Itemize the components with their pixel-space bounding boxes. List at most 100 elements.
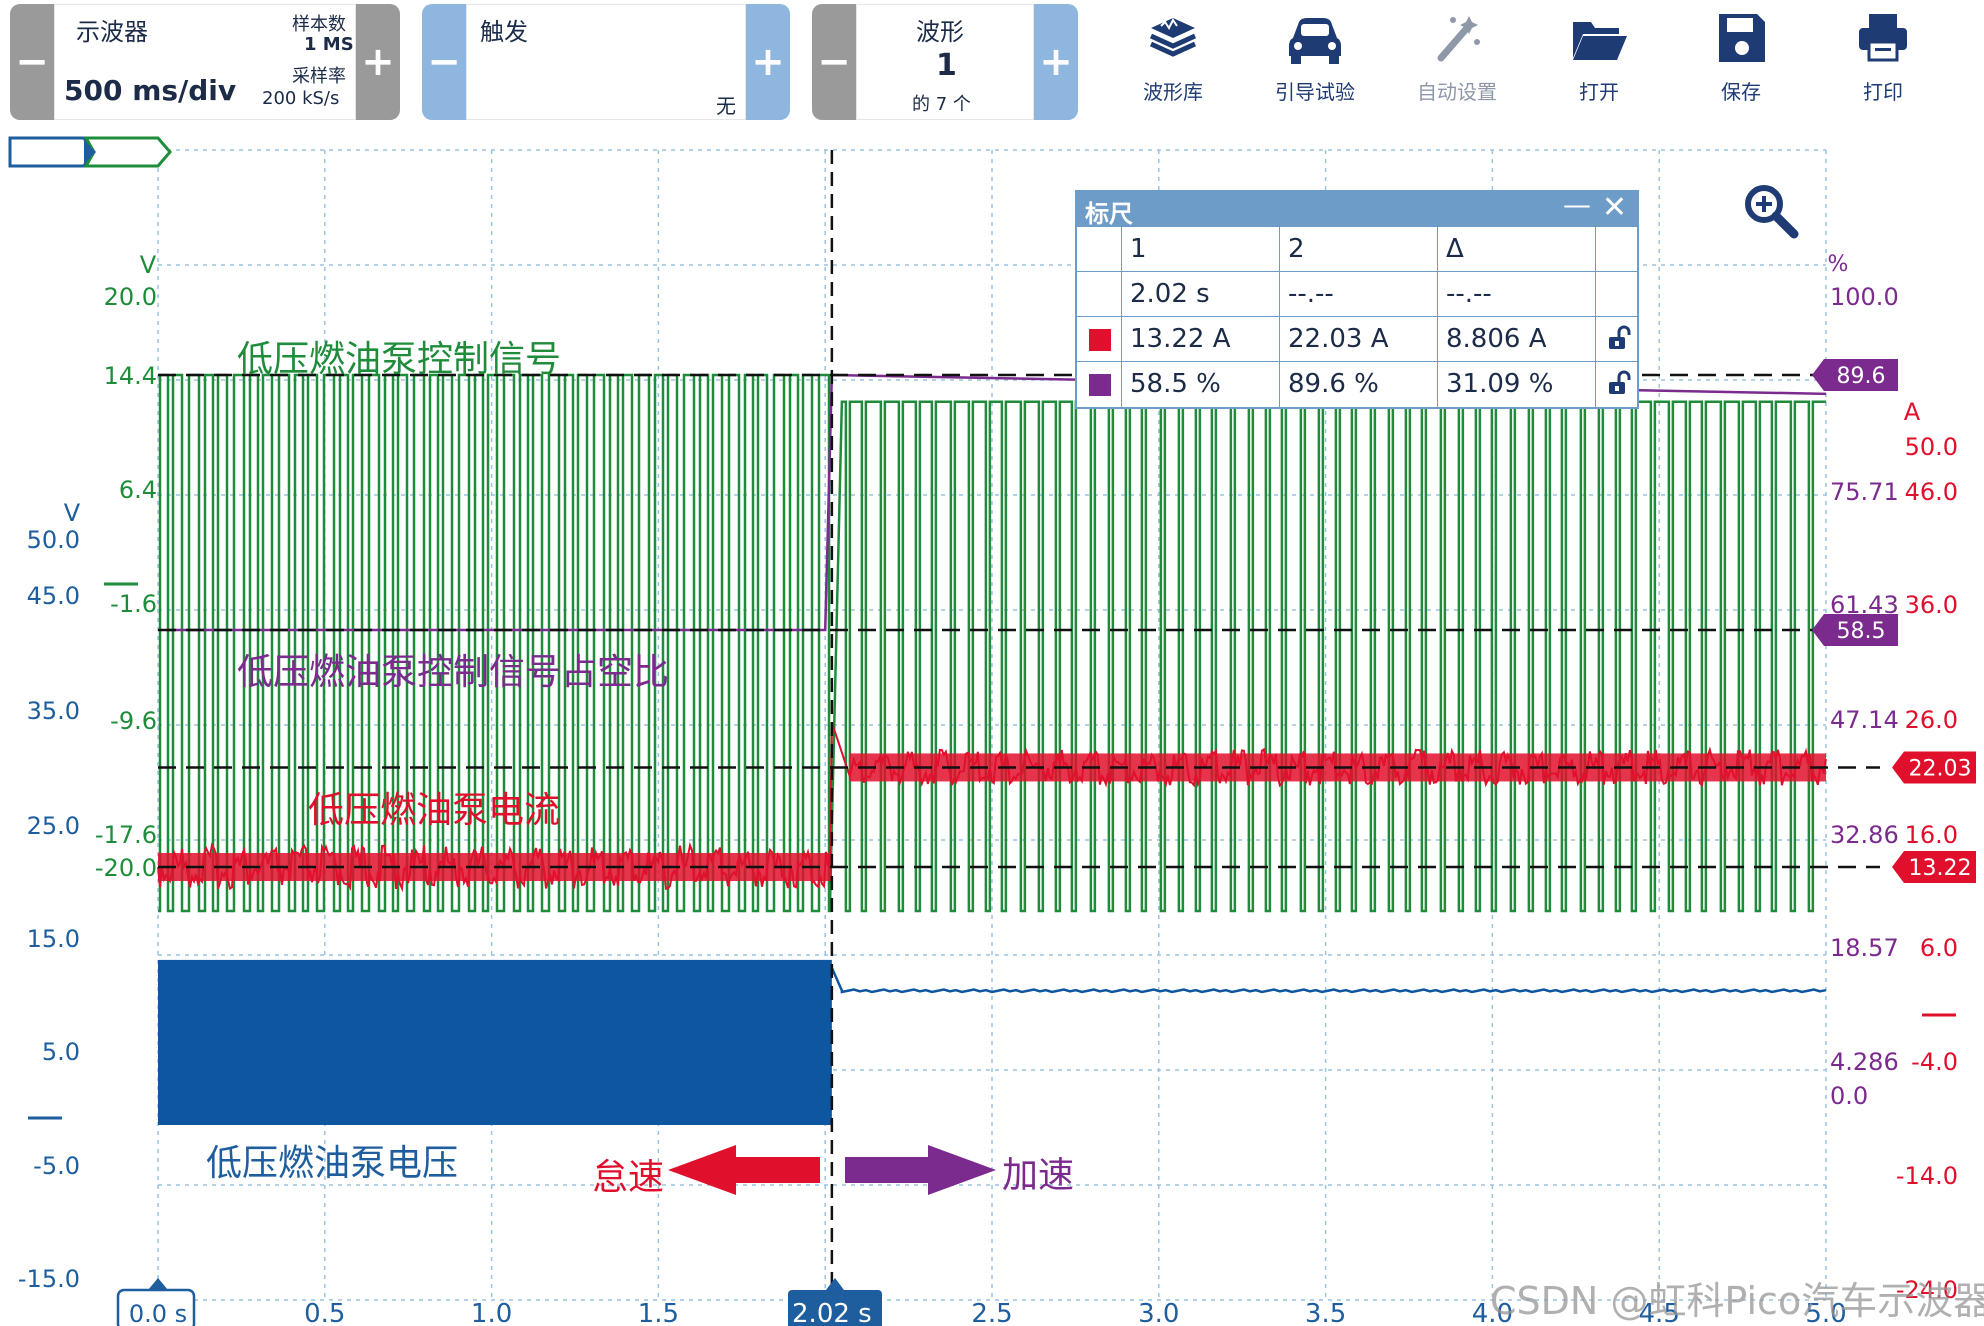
current-axis-tick: -4.0 (1911, 1048, 1958, 1076)
x-axis-tick: 2.5 (971, 1299, 1012, 1326)
x-axis-tick: 1.0 (471, 1299, 512, 1326)
current-swatch (1089, 329, 1111, 351)
current-annotation: 低压燃油泵电流 (308, 790, 561, 831)
current-axis-tick: 46.0 (1905, 478, 1958, 506)
blue-axis-tick: -15.0 (18, 1265, 80, 1293)
ruler-duty-delta: 31.09 % (1437, 362, 1595, 407)
green-axis-tick: -20.0 (95, 854, 157, 882)
folder-open-icon (1573, 22, 1627, 60)
blue-axis-tick: 5.0 (42, 1038, 80, 1066)
ruler-title: 标尺 (1085, 200, 1133, 228)
ruler-marker (1812, 359, 1898, 391)
ruler-duty-1: 58.5 % (1121, 362, 1279, 407)
samples-value[interactable]: 1 MS (304, 34, 354, 55)
print-button[interactable]: 打印 (1818, 4, 1948, 114)
trigger-increase-button[interactable]: + (746, 4, 790, 120)
waveform-library-button[interactable]: 波形库 (1108, 4, 1238, 114)
channel-tab-green[interactable] (83, 136, 172, 168)
ruler-duty-row: 58.5 % 89.6 % 31.09 % (1077, 361, 1637, 407)
print-label: 打印 (1863, 80, 1903, 104)
zoom-icon[interactable] (1740, 180, 1800, 240)
waveform-navigator: − 波形 1 的 7 个 + (812, 4, 1078, 120)
ruler-marker (1812, 614, 1898, 646)
blue-axis-tick: 15.0 (27, 925, 80, 953)
ruler-current-1: 13.22 A (1121, 317, 1279, 362)
x-axis-tick: 4.5 (1639, 1299, 1680, 1326)
axis-labels: 50.0 45.0 35.0 25.0 15.0 5.0 -5.0 -15.0 V 20.0 14.… (18, 251, 1958, 1326)
ruler-col-lock-header (1595, 227, 1637, 272)
timebase-decrease-button[interactable]: − (10, 4, 54, 120)
ruler-time-delta: --.-- (1437, 272, 1595, 317)
channel-tab-marker (84, 140, 96, 164)
ruler-time-1: 2.02 s (1121, 272, 1279, 317)
ruler-current-2: 22.03 A (1279, 317, 1437, 362)
blue-axis-tick: 25.0 (27, 812, 80, 840)
ruler-time-row: 2.02 s --.-- --.-- (1077, 271, 1637, 317)
guided-test-car-icon (1289, 18, 1341, 64)
green-axis-tick: -9.6 (110, 707, 157, 735)
blue-axis-tick: 35.0 (27, 697, 80, 725)
green-axis-tick: -17.6 (95, 821, 157, 849)
guided-test-label: 引导试验 (1275, 80, 1355, 104)
time-ruler-pointer (826, 1278, 844, 1290)
auto-setup-label: 自动设置 (1417, 80, 1497, 104)
current-axis-tick: -14.0 (1896, 1162, 1958, 1190)
ruler-col-1-header: 1 (1121, 227, 1279, 272)
ruler-header[interactable]: 标尺 — ✕ (1077, 188, 1637, 228)
green-axis-tick: 14.4 (104, 362, 157, 390)
ruler-panel[interactable]: 标尺 — ✕ 1 2 Δ 2.02 s --.-- --.-- 13.22 A … (1075, 188, 1639, 409)
voltage-trace-block (158, 959, 832, 1125)
timebase-value[interactable]: 500 ms/div (64, 74, 237, 107)
waveform-number[interactable]: 1 (936, 48, 957, 83)
unlock-icon[interactable] (1607, 325, 1633, 351)
timebase-control: − 示波器 500 ms/div 样本数 1 MS 采样率 200 kS/s + (10, 4, 400, 120)
accel-label: 加速 (1002, 1155, 1075, 1196)
timebase-increase-button[interactable]: + (356, 4, 400, 120)
percent-axis-tick: 0.0 (1830, 1082, 1868, 1110)
blue-axis-unit: V (64, 499, 81, 527)
ruler-marker (1892, 751, 1976, 784)
trigger-title: 触发 (480, 18, 528, 46)
control-signal-annotation: 低压燃油泵控制信号 (237, 339, 562, 380)
green-axis-tick: 20.0 (104, 283, 157, 311)
time-ruler-label-box (788, 1290, 882, 1326)
trigger-control: − 触发 无 + (422, 4, 790, 120)
current-axis-tick: 6.0 (1920, 934, 1958, 962)
print-icon (1859, 14, 1907, 62)
time-origin-pointer (148, 1278, 168, 1290)
blue-axis-tick: 45.0 (27, 582, 80, 610)
next-waveform-button[interactable]: + (1034, 4, 1078, 120)
ruler-col-delta-header: Δ (1437, 227, 1595, 272)
guided-test-button[interactable]: 引导试验 (1250, 4, 1380, 114)
green-axis-unit: V (140, 251, 157, 279)
percent-axis-unit: % (1828, 252, 1849, 277)
ruler-marker-label: 13.22 (1909, 856, 1972, 881)
open-button[interactable]: 打开 (1534, 4, 1664, 114)
ruler-duty-lock-cell (1595, 362, 1637, 407)
waveform-library-icon (1149, 18, 1197, 57)
ruler-time-lock (1595, 272, 1637, 317)
ruler-close-button[interactable]: ✕ (1601, 190, 1627, 225)
percent-axis-tick: 32.86 (1830, 821, 1899, 849)
decel-arrow (668, 1145, 820, 1195)
waveform-title: 波形 (916, 18, 964, 46)
save-button[interactable]: 保存 (1676, 4, 1806, 114)
unlock-icon[interactable] (1607, 370, 1633, 396)
x-axis-tick: 4.0 (1472, 1299, 1513, 1326)
rate-label: 采样率 (292, 66, 346, 87)
trigger-decrease-button[interactable]: − (422, 4, 466, 120)
duty-cycle-trace (168, 373, 1827, 632)
ruler-marker-label: 58.5 (1837, 619, 1886, 644)
green-axis-tick: 6.4 (119, 476, 157, 504)
waveform-traces (157, 373, 1827, 1125)
x-axis-tick: 3.0 (1138, 1299, 1179, 1326)
current-axis-tick: -24.0 (1896, 1276, 1958, 1304)
trigger-mode-value[interactable]: 无 (716, 94, 736, 118)
current-axis-tick: 50.0 (1905, 433, 1958, 461)
previous-waveform-button[interactable]: − (812, 4, 856, 120)
waveform-panel: 波形 1 的 7 个 (856, 4, 1034, 120)
auto-setup-button[interactable]: 自动设置 (1392, 4, 1522, 114)
scope-title: 示波器 (76, 18, 148, 46)
channel-tab-blue[interactable] (8, 136, 94, 168)
ruler-minimize-button[interactable]: — (1563, 188, 1591, 221)
